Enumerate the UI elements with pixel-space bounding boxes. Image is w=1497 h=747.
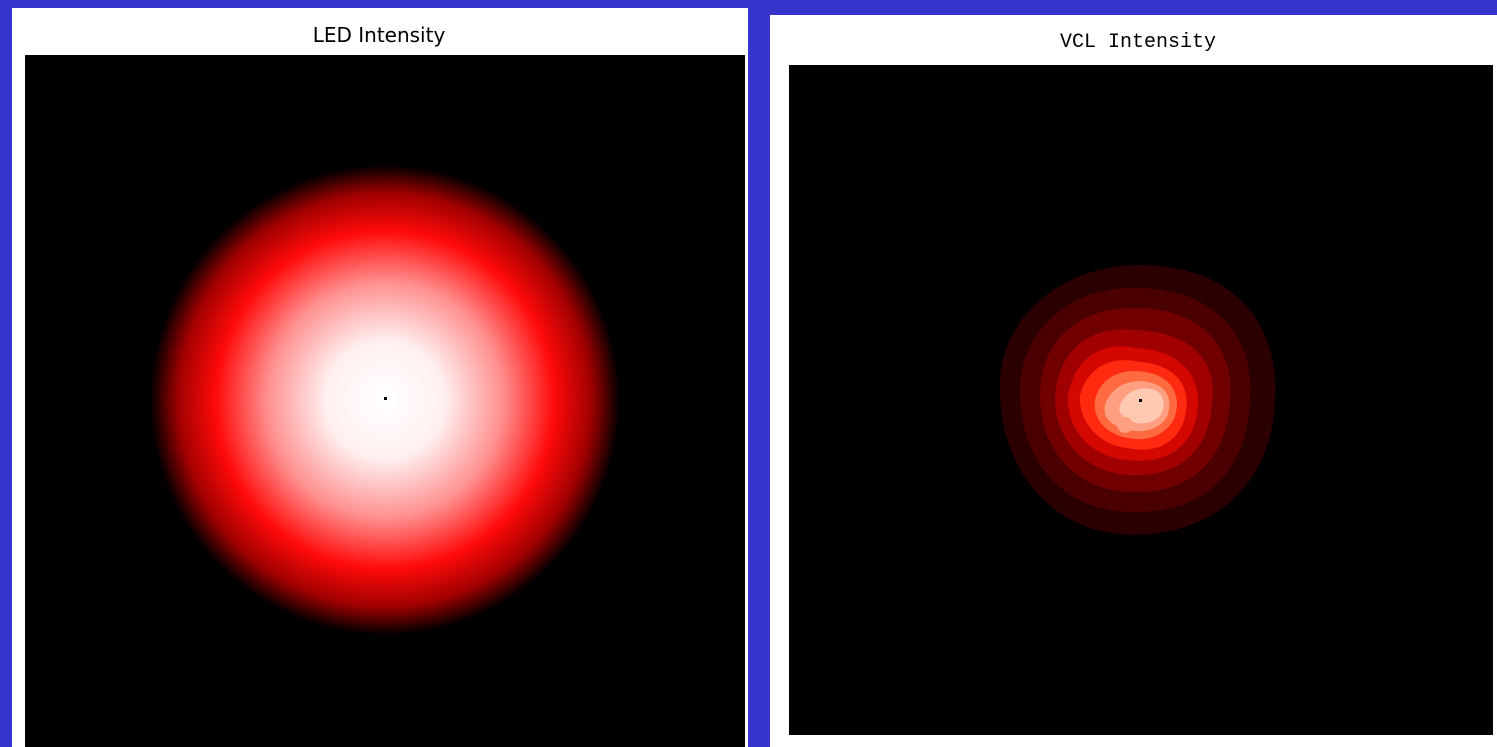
panel-title: LED Intensity [313, 23, 446, 47]
contour-spot [1000, 265, 1276, 535]
panel-title: VCL Intensity [1060, 31, 1216, 54]
screen: LED Intensity VCL Intensity [0, 0, 1497, 747]
page: LED Intensity VCL Intensity (() => { con… [0, 0, 1497, 747]
center-marker [1139, 399, 1142, 402]
center-marker [384, 397, 387, 400]
